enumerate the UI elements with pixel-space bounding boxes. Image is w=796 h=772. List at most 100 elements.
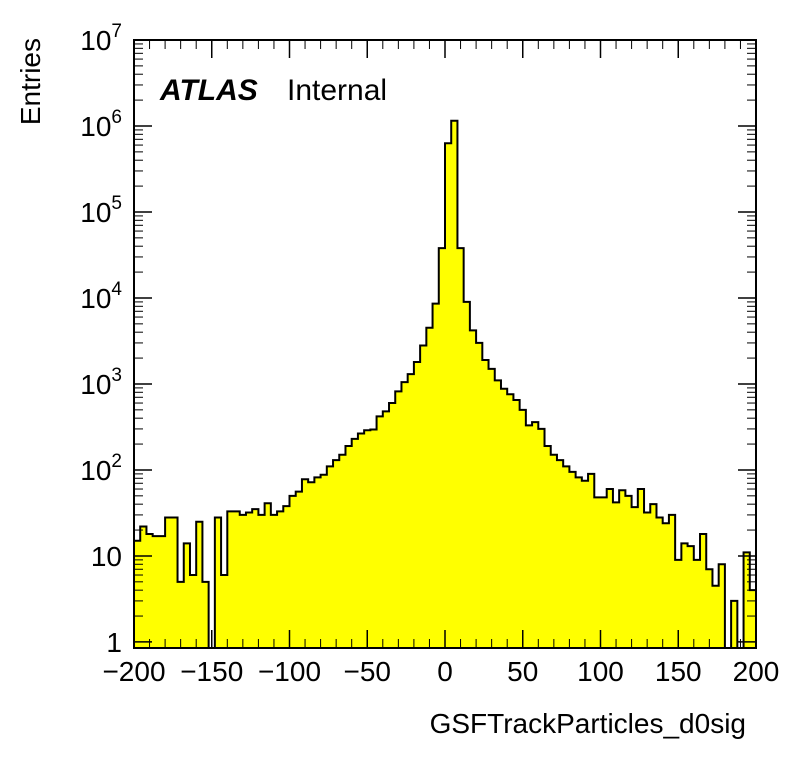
histogram-bin xyxy=(600,497,608,648)
internal-label: Internal xyxy=(287,74,387,107)
histogram-bin xyxy=(581,480,589,648)
histogram-bin xyxy=(668,514,676,648)
histogram-bars xyxy=(134,120,757,649)
histogram-outline xyxy=(134,119,756,649)
histogram-bin xyxy=(277,511,284,648)
histogram-bin xyxy=(295,491,303,648)
histogram-bin xyxy=(656,517,664,648)
x-tick-label: −200 xyxy=(102,656,165,687)
histogram-bin xyxy=(171,517,179,648)
histogram-bin xyxy=(476,342,483,648)
histogram-bin xyxy=(326,466,334,648)
histogram-bin xyxy=(407,374,415,648)
histogram-bin xyxy=(364,430,371,648)
histogram-bin xyxy=(706,569,714,648)
histogram-bin xyxy=(227,511,235,648)
histogram-bin xyxy=(389,403,396,648)
x-tick-label: 200 xyxy=(733,656,780,687)
x-tick-labels: −200 −150 −100 −50 0 50 100 150 200 xyxy=(102,656,779,687)
histogram-bin xyxy=(631,507,639,648)
x-axis-title: GSFTrackParticles_d0sig xyxy=(430,708,746,739)
histogram-bin xyxy=(687,546,695,648)
minor-ticks xyxy=(134,40,756,648)
histogram-bin xyxy=(712,585,720,648)
histogram-bin xyxy=(594,497,602,648)
y-axis-title: Entries xyxy=(15,38,46,125)
y-tick-label: 107 xyxy=(80,21,122,56)
histogram-bin xyxy=(681,543,689,648)
histogram-bin xyxy=(569,471,577,648)
histogram-bin xyxy=(183,543,191,648)
histogram-bin xyxy=(463,301,471,648)
y-tick-label: 106 xyxy=(80,107,122,142)
histogram-bin xyxy=(420,345,427,648)
histogram-bin xyxy=(538,428,546,648)
histogram-bin xyxy=(494,380,502,648)
histogram-bin xyxy=(575,477,583,648)
x-tick-label: 50 xyxy=(507,656,538,687)
y-tick-label: 102 xyxy=(80,451,122,486)
histogram-bin xyxy=(395,391,403,648)
histogram-bin xyxy=(214,517,222,648)
x-tick-label: 150 xyxy=(655,656,702,687)
histogram-bin xyxy=(314,477,322,648)
histogram-bin xyxy=(233,511,241,648)
histogram-bin xyxy=(438,248,446,648)
histogram-bin xyxy=(637,489,645,648)
atlas-label: ATLAS xyxy=(159,74,258,107)
histogram-bin xyxy=(619,490,626,648)
histogram-bin xyxy=(625,495,633,648)
histogram-bin xyxy=(252,509,259,648)
histogram-bin xyxy=(239,514,247,648)
histogram-bin xyxy=(258,514,266,648)
histogram-bin xyxy=(196,521,204,648)
histogram-bin xyxy=(270,514,278,648)
histogram-bin xyxy=(457,248,465,648)
histogram-bin xyxy=(376,416,384,648)
histogram-bin xyxy=(550,454,558,648)
histogram-bin xyxy=(382,411,390,648)
histogram-bin xyxy=(357,433,365,648)
histogram-bin xyxy=(544,445,552,648)
histogram-bin xyxy=(301,479,309,648)
histogram-bin xyxy=(650,504,658,648)
histogram-bin xyxy=(165,517,172,648)
y-tick-label: 104 xyxy=(80,279,122,314)
histogram-bin xyxy=(320,474,328,648)
histogram-bin xyxy=(743,552,751,648)
histogram-bin xyxy=(339,454,347,648)
histogram-bin xyxy=(469,330,477,648)
histogram-bin xyxy=(177,581,185,648)
histogram-bin xyxy=(245,512,253,648)
x-tick-label: 0 xyxy=(437,656,453,687)
histogram-bin xyxy=(675,559,682,648)
histogram-bin xyxy=(345,445,353,648)
histogram-bin xyxy=(507,394,515,648)
histogram-bin xyxy=(525,425,533,648)
y-tick-label: 105 xyxy=(80,193,122,228)
histogram-bin xyxy=(283,506,291,648)
histogram-bin xyxy=(731,600,738,648)
histogram-bin xyxy=(749,590,757,648)
major-ticks xyxy=(133,39,757,648)
histogram-bin xyxy=(140,526,148,648)
histogram-bin xyxy=(333,460,340,648)
histogram-bin xyxy=(451,120,459,648)
histogram-bin xyxy=(413,362,421,648)
histogram-bin xyxy=(158,536,166,648)
x-tick-label: 100 xyxy=(577,656,624,687)
histogram-bin xyxy=(588,473,595,648)
histogram-bin xyxy=(308,482,315,648)
histogram-bin xyxy=(351,438,359,648)
y-tick-label: 1 xyxy=(106,627,122,658)
histogram-bin xyxy=(606,489,614,648)
histogram-bin xyxy=(221,575,228,648)
histogram-bin xyxy=(264,503,272,648)
histogram-bin xyxy=(370,429,378,648)
x-tick-label: −50 xyxy=(344,656,392,687)
y-tick-label: 103 xyxy=(80,365,122,400)
histogram-bin xyxy=(482,359,490,648)
histogram-bin xyxy=(644,512,651,648)
histogram-bin xyxy=(519,409,527,648)
